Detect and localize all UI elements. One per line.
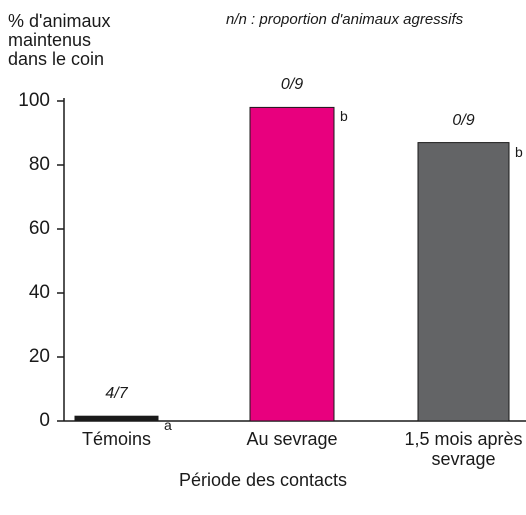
y-tick-label: 40 bbox=[28, 282, 50, 303]
y-axis-label: % d'animaux bbox=[8, 11, 111, 31]
proportion-label: 4/7 bbox=[105, 385, 128, 403]
significance-letter: b bbox=[515, 143, 523, 160]
y-axis-label: maintenus bbox=[8, 30, 92, 50]
proportion-label: 0/9 bbox=[280, 76, 304, 94]
bar bbox=[74, 415, 159, 422]
x-tick-label: 1,5 mois après sevrage bbox=[404, 429, 523, 469]
note: n/n : proportion d'animaux agressifs bbox=[226, 11, 464, 28]
y-tick-label: 100 bbox=[18, 90, 50, 111]
proportion-label: 0/9 bbox=[452, 111, 475, 129]
x-axis-label: Période des contacts bbox=[178, 470, 348, 490]
x-tick-label: Témoins bbox=[81, 429, 152, 449]
y-tick-label: 20 bbox=[28, 346, 50, 367]
y-axis-label: dans le coin bbox=[8, 49, 105, 69]
bar bbox=[417, 142, 510, 422]
significance-letter: a bbox=[164, 417, 172, 434]
x-tick-label: Au sevrage bbox=[246, 429, 338, 449]
bar bbox=[249, 106, 335, 422]
y-tick-label: 60 bbox=[28, 218, 50, 239]
significance-letter: b bbox=[340, 108, 348, 125]
y-tick-label: 80 bbox=[28, 154, 50, 175]
y-tick-label: 0 bbox=[39, 410, 50, 431]
